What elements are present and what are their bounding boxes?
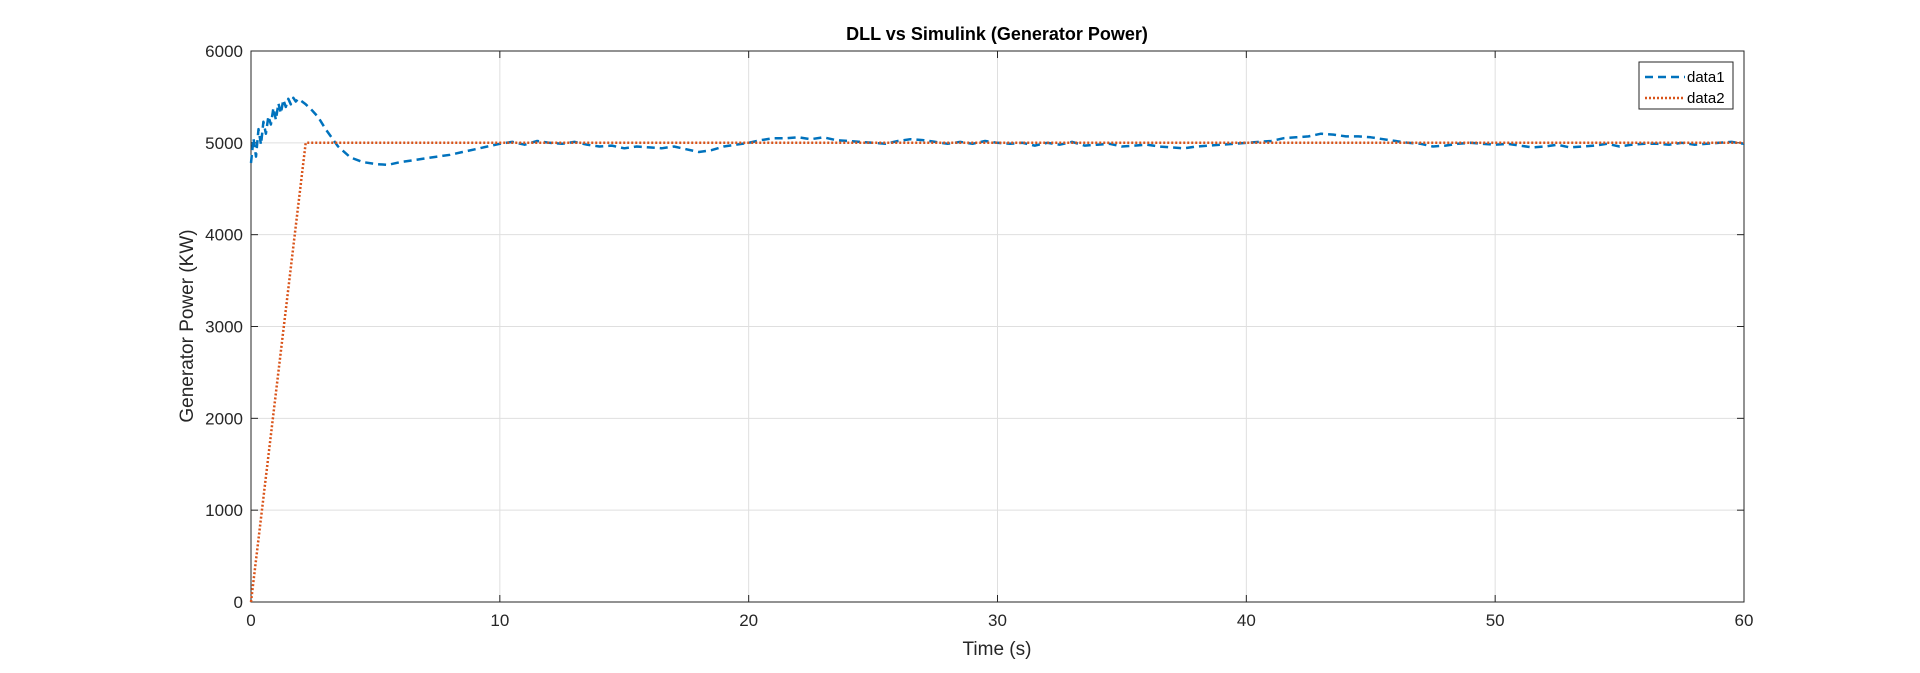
x-tick-label: 40 [1237,611,1256,630]
series-line-data2 [249,141,1744,603]
legend-label-data2: data2 [1687,90,1725,107]
y-tick-label: 3000 [205,318,243,337]
y-tick-label: 0 [234,593,243,612]
x-tick-label: 30 [988,611,1007,630]
x-tick-label: 0 [246,611,255,630]
y-tick-label: 5000 [205,134,243,153]
series-line-data1 [249,96,1745,167]
y-axis-label: Generator Power (KW) [177,229,198,422]
x-tick-label: 50 [1486,611,1505,630]
x-tick-label: 60 [1735,611,1754,630]
legend: data1 data2 [1638,61,1734,110]
legend-label-data1: data1 [1687,69,1725,86]
x-axis-label: Time (s) [963,639,1032,660]
x-tick-label: 10 [490,611,509,630]
y-tick-label: 1000 [205,501,243,520]
series-lines [249,96,1745,603]
axis-ticks: 0 10 20 30 40 50 60 0 1000 2000 3000 4000 5000 6000 [205,42,1753,630]
y-tick-label: 4000 [205,226,243,245]
y-tick-label: 6000 [205,42,243,61]
legend-box [1638,61,1734,110]
chart-title: DLL vs Simulink (Generator Power) [846,24,1148,44]
y-tick-label: 2000 [205,409,243,428]
x-tick-label: 20 [739,611,758,630]
grid-lines [251,51,1744,602]
